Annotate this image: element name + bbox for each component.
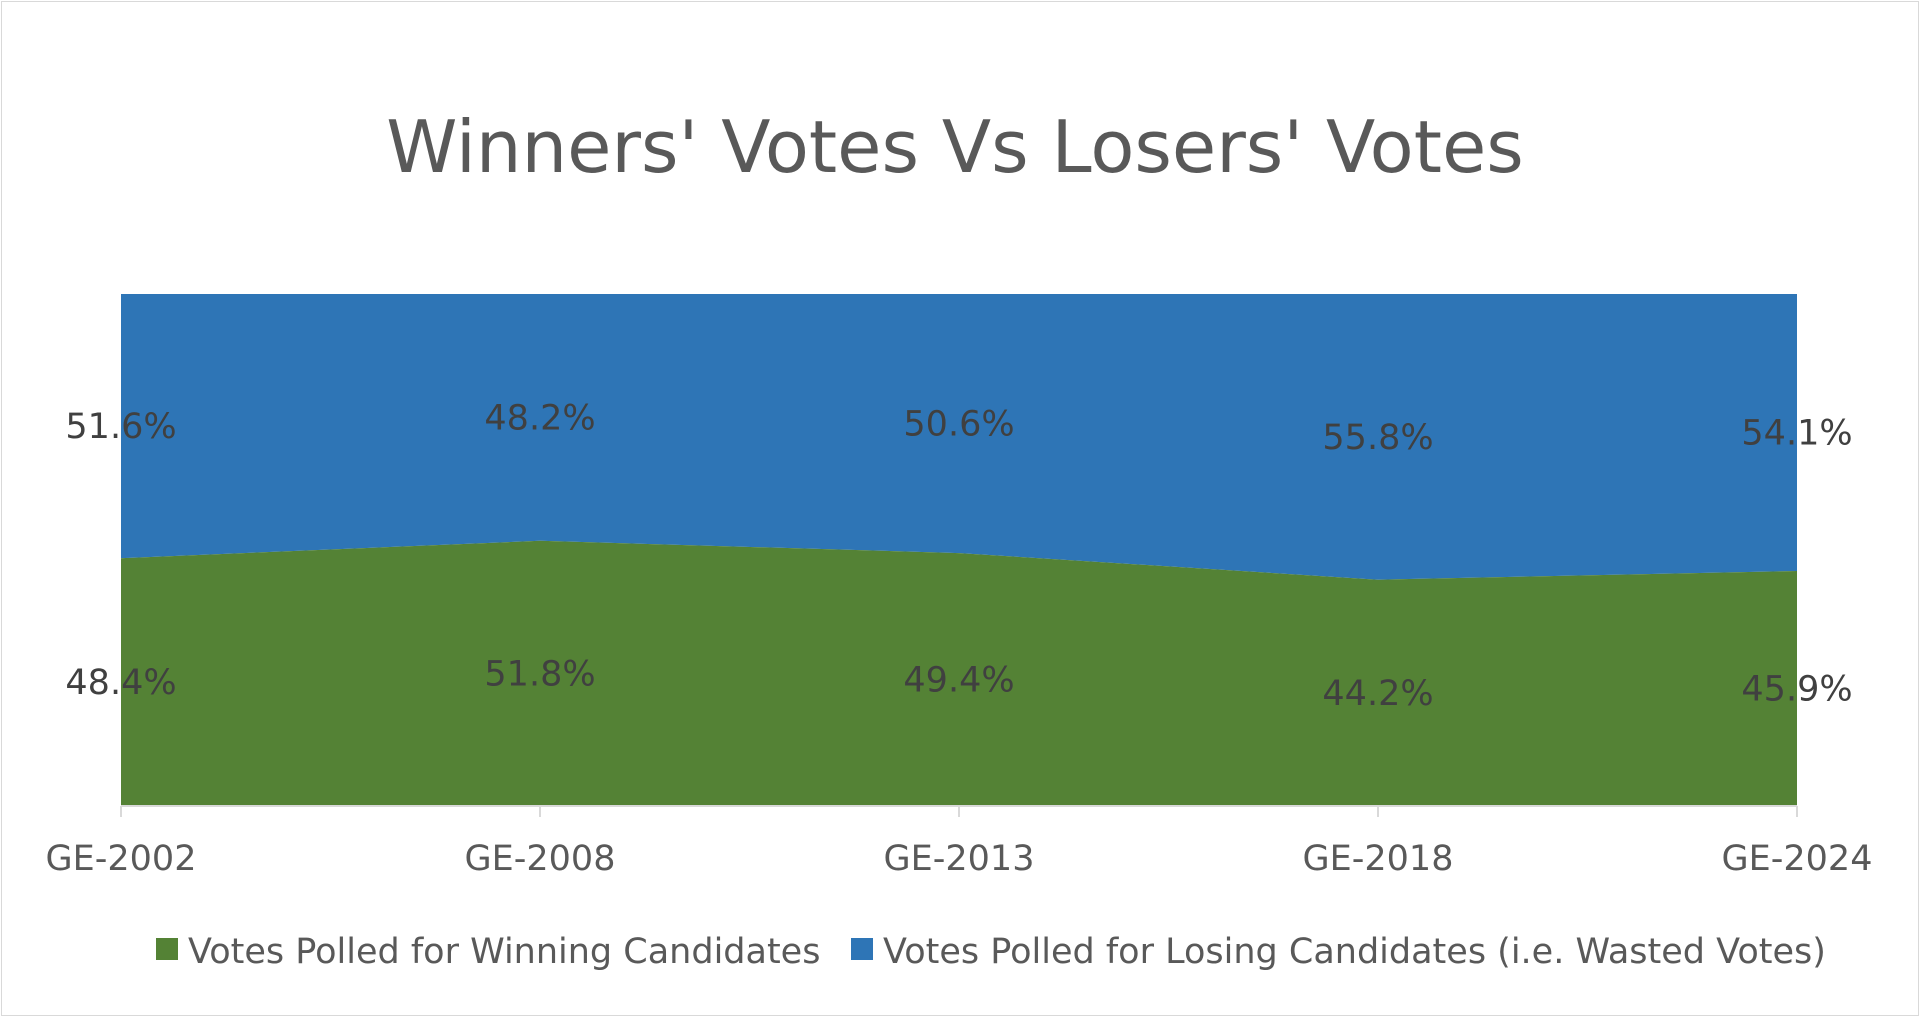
data-label-winning: 48.4% bbox=[65, 663, 176, 703]
x-tick-label: GE-2002 bbox=[46, 839, 197, 879]
data-label-winning: 45.9% bbox=[1741, 669, 1852, 709]
data-label-losing: 48.2% bbox=[484, 398, 595, 438]
area-series-losing-candidates bbox=[121, 294, 1797, 580]
legend-item-losing-candidates: Votes Polled for Losing Candidates (i.e.… bbox=[851, 932, 1826, 972]
chart-title: Winners' Votes Vs Losers' Votes bbox=[386, 105, 1524, 189]
data-label-losing: 50.6% bbox=[903, 405, 1014, 445]
area-series-winning-candidates bbox=[121, 540, 1797, 806]
legend-item-winning-candidates: Votes Polled for Winning Candidates bbox=[156, 932, 820, 972]
data-label-winning: 49.4% bbox=[903, 661, 1014, 701]
data-label-winning: 51.8% bbox=[484, 654, 595, 694]
x-tick-label: GE-2018 bbox=[1303, 839, 1454, 879]
data-label-losing: 54.1% bbox=[1741, 413, 1852, 453]
x-tick-label: GE-2008 bbox=[465, 839, 616, 879]
x-tick-label: GE-2024 bbox=[1722, 839, 1873, 879]
legend-swatch bbox=[851, 938, 873, 960]
plot-area bbox=[121, 294, 1797, 806]
x-axis: GE-2002 GE-2008 GE-2013 GE-2018 GE-2024 bbox=[46, 805, 1873, 879]
legend: Votes Polled for Winning Candidates Votes… bbox=[156, 932, 1826, 972]
data-label-winning: 44.2% bbox=[1322, 674, 1433, 714]
legend-label: Votes Polled for Winning Candidates bbox=[188, 932, 820, 972]
data-label-losing: 51.6% bbox=[65, 407, 176, 447]
legend-swatch bbox=[156, 938, 178, 960]
data-label-losing: 55.8% bbox=[1322, 418, 1433, 458]
data-labels: 51.6% 48.4% 48.2% 51.8% 50.6% 49.4% 55.8% 44.2%… bbox=[65, 398, 1852, 713]
legend-label: Votes Polled for Losing Candidates (i.e.… bbox=[883, 932, 1826, 972]
x-tick-label: GE-2013 bbox=[884, 839, 1035, 879]
